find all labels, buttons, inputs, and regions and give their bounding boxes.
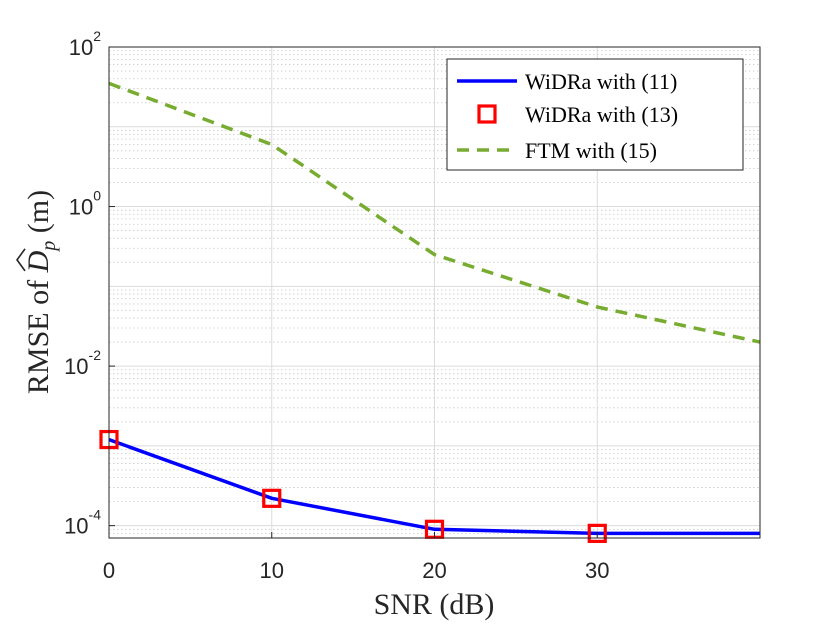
legend-label-widra-11: WiDRa with (11)	[525, 69, 677, 94]
legend-label-widra-13: WiDRa with (13)	[525, 102, 678, 127]
x-tick-label: 30	[585, 558, 609, 583]
y-axis-title-symbol: D	[22, 250, 55, 273]
y-tick-exponent: -4	[89, 507, 102, 523]
y-tick-exponent: 0	[93, 188, 101, 204]
series-line-ftm-15	[108, 81, 761, 344]
y-tick-base: 10	[64, 514, 88, 539]
legend-label-ftm-15: FTM with (15)	[525, 138, 657, 163]
x-tick-label: 0	[103, 558, 115, 583]
data-point-widra-13	[262, 488, 282, 508]
y-axis-title-hat-accent	[16, 248, 26, 272]
x-tick-label: 10	[260, 558, 284, 583]
y-axis-title-subscript: p	[38, 241, 60, 253]
data-point-widra-13	[587, 523, 607, 543]
y-axis-title: RMSE of Dp (m)	[16, 190, 60, 394]
y-tick-exponent: -2	[89, 347, 102, 363]
y-tick-base: 10	[69, 195, 93, 220]
y-tick-exponent: 2	[93, 28, 101, 44]
y-tick-base: 10	[64, 354, 88, 379]
x-tick-label: 20	[422, 558, 446, 583]
series-layer	[99, 81, 761, 543]
legend-swatch-square-marker	[477, 104, 497, 124]
y-tick-base: 10	[69, 35, 93, 60]
x-axis-title: SNR (dB)	[374, 588, 495, 621]
y-axis-title-suffix: (m)	[22, 190, 55, 241]
series-line-widra-11	[108, 437, 760, 536]
svg-text:RMSE of Dp (m): RMSE of Dp (m)	[22, 190, 60, 394]
legend: WiDRa with (11) WiDRa with (13) FTM with…	[446, 58, 744, 171]
y-axis-title-prefix: RMSE of	[22, 272, 55, 394]
